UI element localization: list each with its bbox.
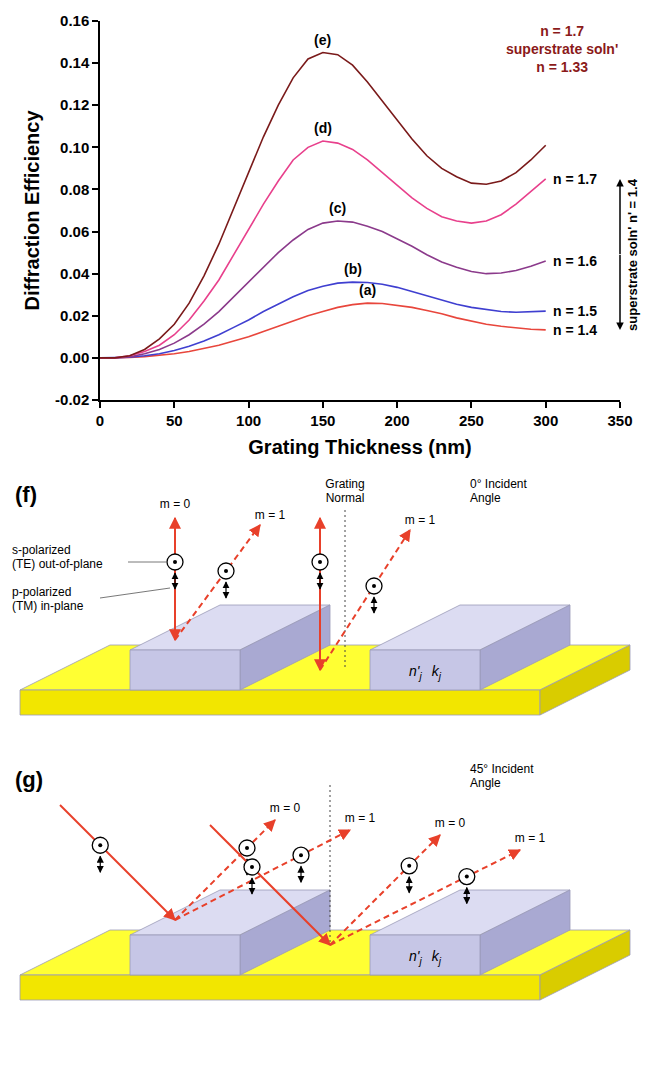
svg-text:n'jkj: n'jkj <box>409 663 442 682</box>
svg-text:Angle: Angle <box>470 491 501 505</box>
svg-text:350: 350 <box>607 412 632 429</box>
svg-text:s-polarized: s-polarized <box>12 543 71 557</box>
svg-text:300: 300 <box>533 412 558 429</box>
svg-text:(c): (c) <box>329 200 346 216</box>
svg-text:(TM) in-plane: (TM) in-plane <box>12 599 84 613</box>
svg-text:45° Incident: 45° Incident <box>470 762 534 776</box>
svg-text:0° Incident: 0° Incident <box>470 477 528 491</box>
svg-text:m = 1: m = 1 <box>255 508 286 522</box>
svg-text:0.08: 0.08 <box>60 181 89 198</box>
svg-text:(d): (d) <box>314 120 332 136</box>
svg-text:(TE) out-of-plane: (TE) out-of-plane <box>12 557 103 571</box>
svg-text:0.06: 0.06 <box>60 223 89 240</box>
svg-text:0.10: 0.10 <box>60 139 89 156</box>
svg-text:n = 1.6: n = 1.6 <box>553 253 597 269</box>
svg-text:(a): (a) <box>359 282 376 298</box>
svg-text:n = 1.7superstrate soln'n = 1.: n = 1.7superstrate soln'n = 1.33 <box>506 23 618 75</box>
svg-text:0.16: 0.16 <box>60 12 89 29</box>
svg-text:0.02: 0.02 <box>60 307 89 324</box>
svg-text:m = 1: m = 1 <box>405 513 436 527</box>
svg-text:200: 200 <box>385 412 410 429</box>
svg-text:(f): (f) <box>15 482 37 507</box>
svg-text:0.00: 0.00 <box>60 349 89 366</box>
svg-text:50: 50 <box>166 412 183 429</box>
svg-text:p-polarized: p-polarized <box>12 585 71 599</box>
svg-text:0.04: 0.04 <box>60 265 90 282</box>
svg-text:0.12: 0.12 <box>60 96 89 113</box>
svg-text:(g): (g) <box>15 767 43 792</box>
svg-text:m = 1: m = 1 <box>515 831 546 845</box>
svg-text:m = 1: m = 1 <box>345 811 376 825</box>
svg-text:-0.02: -0.02 <box>55 391 89 408</box>
svg-text:0.14: 0.14 <box>60 54 90 71</box>
svg-text:150: 150 <box>310 412 335 429</box>
svg-text:Grating: Grating <box>325 477 364 491</box>
svg-text:Normal: Normal <box>326 491 365 505</box>
svg-text:superstrate soln' n' = 1.4: superstrate soln' n' = 1.4 <box>625 178 640 331</box>
svg-text:m = 0: m = 0 <box>435 816 466 830</box>
svg-text:(e): (e) <box>314 32 331 48</box>
svg-text:(b): (b) <box>344 261 362 277</box>
svg-text:n = 1.4: n = 1.4 <box>553 322 597 338</box>
svg-text:n = 1.7: n = 1.7 <box>553 171 597 187</box>
svg-text:Angle: Angle <box>470 776 501 790</box>
svg-text:250: 250 <box>459 412 484 429</box>
svg-text:0: 0 <box>96 412 104 429</box>
svg-text:Diffraction Efficiency: Diffraction Efficiency <box>21 110 43 311</box>
svg-text:n = 1.5: n = 1.5 <box>553 303 597 319</box>
svg-text:Grating Thickness (nm): Grating Thickness (nm) <box>248 436 471 458</box>
svg-text:m = 0: m = 0 <box>160 497 191 511</box>
svg-text:n'jkj: n'jkj <box>409 948 442 967</box>
svg-text:100: 100 <box>236 412 261 429</box>
svg-text:m = 0: m = 0 <box>270 801 301 815</box>
